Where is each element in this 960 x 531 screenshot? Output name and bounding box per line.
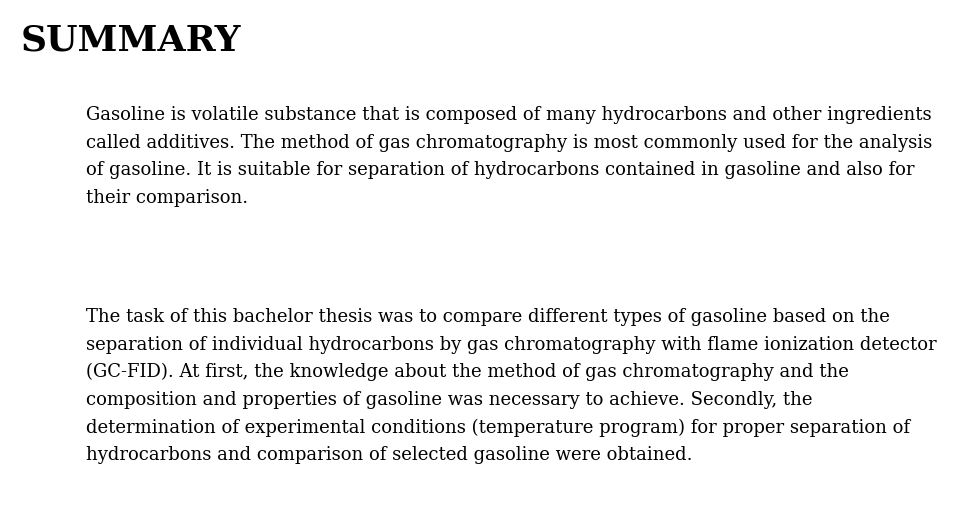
Text: SUMMARY: SUMMARY: [21, 24, 242, 58]
Text: The task of this bachelor thesis was to compare different types of gasoline base: The task of this bachelor thesis was to …: [86, 308, 937, 465]
Text: Gasoline is volatile substance that is composed of many hydrocarbons and other i: Gasoline is volatile substance that is c…: [86, 106, 933, 207]
